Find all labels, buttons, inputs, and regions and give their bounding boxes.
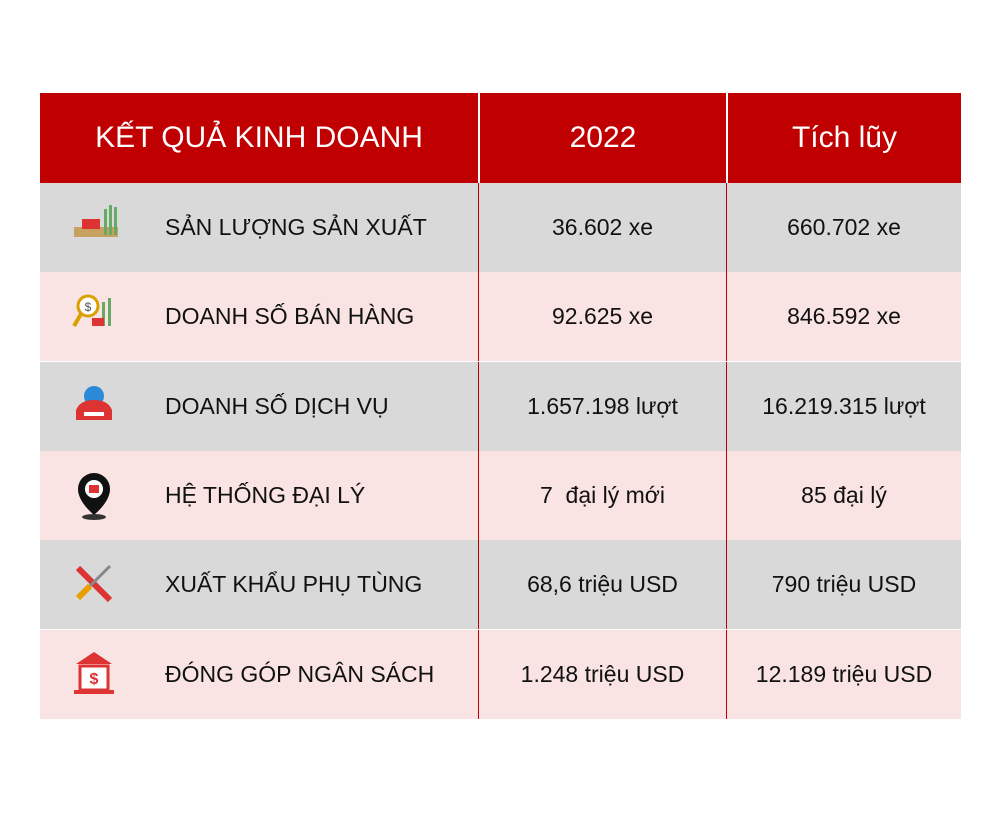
row-label: SẢN LƯỢNG SẢN XUẤT: [40, 183, 478, 272]
svg-text:$: $: [90, 671, 99, 688]
value-cell: 846.592 xe: [726, 272, 961, 362]
row-label: ĐÓNG GÓP NGÂN SÁCH $: [40, 629, 478, 719]
value-cell: 36.602 xe: [478, 183, 726, 272]
header-cell: KẾT QUẢ KINH DOANH: [40, 93, 478, 183]
value-cell: 660.702 xe: [726, 183, 961, 272]
header-cell: 2022: [478, 93, 726, 183]
row-label: HỆ THỐNG ĐẠI LÝ: [40, 450, 478, 540]
row-icon: $: [72, 294, 111, 328]
value-cell: 1.657.198 lượt: [478, 361, 726, 451]
row-icon: [76, 385, 112, 420]
value-cell: 68,6 triệu USD: [478, 540, 726, 630]
value-cell: 12.189 triệu USD: [726, 629, 961, 719]
row-label: XUẤT KHẨU PHỤ TÙNG: [40, 540, 478, 630]
value-cell: 92.625 xe: [478, 272, 726, 362]
row-label: DOANH SỐ DỊCH VỤ: [40, 361, 478, 451]
row-icon: $: [74, 651, 114, 694]
row-icon: [74, 205, 118, 237]
row-label: DOANH SỐ BÁN HÀNG $: [40, 272, 478, 362]
value-cell: 1.248 triệu USD: [478, 629, 726, 719]
value-cell: 85 đại lý: [726, 450, 961, 540]
value-cell: 16.219.315 lượt: [726, 361, 961, 451]
row-icon: [78, 472, 110, 520]
svg-text:$: $: [85, 300, 92, 314]
value-cell: 790 triệu USD: [726, 540, 961, 630]
value-cell: 7 đại lý mới: [478, 450, 726, 540]
header-cell: Tích lũy: [726, 93, 961, 183]
row-icon: [75, 565, 113, 603]
